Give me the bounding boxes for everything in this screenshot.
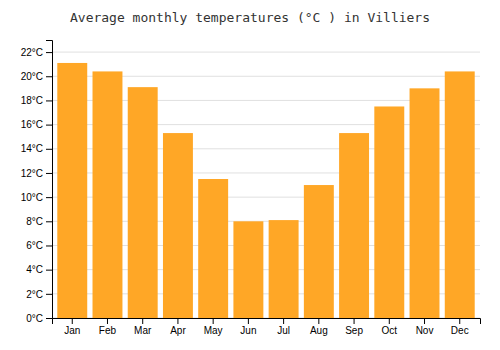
x-tick-mark xyxy=(107,318,108,324)
y-tick-mark xyxy=(46,52,52,53)
x-tick-label: Jul xyxy=(277,325,290,336)
x-tick: Jul xyxy=(277,318,290,336)
x-tick: Jun xyxy=(240,318,256,336)
x-tick-mark xyxy=(72,318,73,324)
y-tick: 18°C xyxy=(21,95,52,106)
y-tick-mark xyxy=(46,100,52,101)
y-tick-mark xyxy=(46,294,52,295)
x-axis: Jan Feb Mar Apr May Jun Jul Aug Sep Oct Nov Dec xyxy=(53,318,481,336)
y-tick: 20°C xyxy=(21,71,52,82)
x-tick-label: Mar xyxy=(134,325,152,336)
bar xyxy=(163,133,193,318)
x-tick-label: Apr xyxy=(170,325,186,336)
x-tick-label: May xyxy=(204,325,223,336)
bar xyxy=(410,88,440,318)
y-tick: 8°C xyxy=(26,216,52,227)
bar xyxy=(93,71,123,318)
bar xyxy=(233,221,263,318)
grid xyxy=(52,52,480,318)
y-tick-mark xyxy=(46,245,52,246)
x-tick-mark xyxy=(354,318,355,324)
x-tick-label: Feb xyxy=(99,325,117,336)
x-tick-mark xyxy=(248,318,249,324)
y-axis: 0°C 2°C 4°C 6°C 8°C 10°C 12°C 14°C 16°C 18°C 20°C 2… xyxy=(21,41,53,324)
y-tick-label: 6°C xyxy=(26,240,43,251)
bar xyxy=(198,179,228,318)
x-tick-label: Nov xyxy=(416,325,434,336)
y-tick-label: 16°C xyxy=(21,119,43,130)
y-tick: 22°C xyxy=(21,47,52,58)
y-tick-label: 2°C xyxy=(26,289,43,300)
y-tick: 16°C xyxy=(21,119,52,130)
x-axis-line xyxy=(53,319,481,325)
x-tick: Apr xyxy=(170,318,186,336)
y-tick-label: 18°C xyxy=(21,95,43,106)
bar xyxy=(269,220,299,318)
y-tick: 0°C xyxy=(26,313,52,324)
x-tick-label: Jan xyxy=(64,325,80,336)
y-tick-mark xyxy=(46,197,52,198)
x-tick: Dec xyxy=(451,318,469,336)
x-tick-label: Sep xyxy=(345,325,363,336)
x-tick: Sep xyxy=(345,318,363,336)
y-tick: 2°C xyxy=(26,289,52,300)
bar xyxy=(128,87,158,318)
y-tick-mark xyxy=(46,76,52,77)
x-tick-label: Aug xyxy=(310,325,328,336)
x-tick: Oct xyxy=(382,318,398,336)
x-tick-label: Dec xyxy=(451,325,469,336)
bar xyxy=(445,71,475,318)
x-tick-mark xyxy=(142,318,143,324)
y-axis-line xyxy=(46,41,53,319)
x-tick: May xyxy=(204,318,223,336)
y-tick-mark xyxy=(46,125,52,126)
y-tick-label: 12°C xyxy=(21,168,43,179)
x-tick-mark xyxy=(283,318,284,324)
y-tick-label: 22°C xyxy=(21,47,43,58)
bars xyxy=(57,63,474,318)
y-tick: 4°C xyxy=(26,264,52,275)
x-tick-mark xyxy=(424,318,425,324)
x-tick-mark xyxy=(177,318,178,324)
bar xyxy=(304,185,334,318)
y-tick-label: 4°C xyxy=(26,264,43,275)
x-tick: Feb xyxy=(99,318,117,336)
bar xyxy=(339,133,369,318)
bar xyxy=(57,63,87,318)
grid-line xyxy=(52,52,480,53)
bar xyxy=(374,106,404,318)
y-tick: 12°C xyxy=(21,168,52,179)
y-tick-mark xyxy=(46,173,52,174)
y-tick-label: 14°C xyxy=(21,143,43,154)
y-tick-mark xyxy=(46,221,52,222)
y-tick-mark xyxy=(46,318,52,319)
y-tick-mark xyxy=(46,270,52,271)
y-tick: 10°C xyxy=(21,192,52,203)
chart: Average monthly temperatures (°C ) in Vi… xyxy=(0,0,500,350)
x-tick: Nov xyxy=(416,318,434,336)
x-tick-label: Oct xyxy=(382,325,398,336)
y-tick-mark xyxy=(46,149,52,150)
x-tick-mark xyxy=(389,318,390,324)
x-tick-mark xyxy=(318,318,319,324)
x-tick-mark xyxy=(459,318,460,324)
y-tick-label: 10°C xyxy=(21,192,43,203)
y-tick-label: 20°C xyxy=(21,71,43,82)
y-tick: 14°C xyxy=(21,143,52,154)
y-tick: 6°C xyxy=(26,240,52,251)
x-tick: Mar xyxy=(134,318,152,336)
y-tick-label: 8°C xyxy=(26,216,43,227)
x-tick: Jan xyxy=(64,318,80,336)
y-tick-label: 0°C xyxy=(26,313,43,324)
x-tick: Aug xyxy=(310,318,328,336)
x-tick-label: Jun xyxy=(240,325,256,336)
plot: 0°C 2°C 4°C 6°C 8°C 10°C 12°C 14°C 16°C 18°C 20°C 2… xyxy=(21,41,481,337)
x-tick-mark xyxy=(213,318,214,324)
title: Average monthly temperatures (°C ) in Vi… xyxy=(70,10,430,25)
